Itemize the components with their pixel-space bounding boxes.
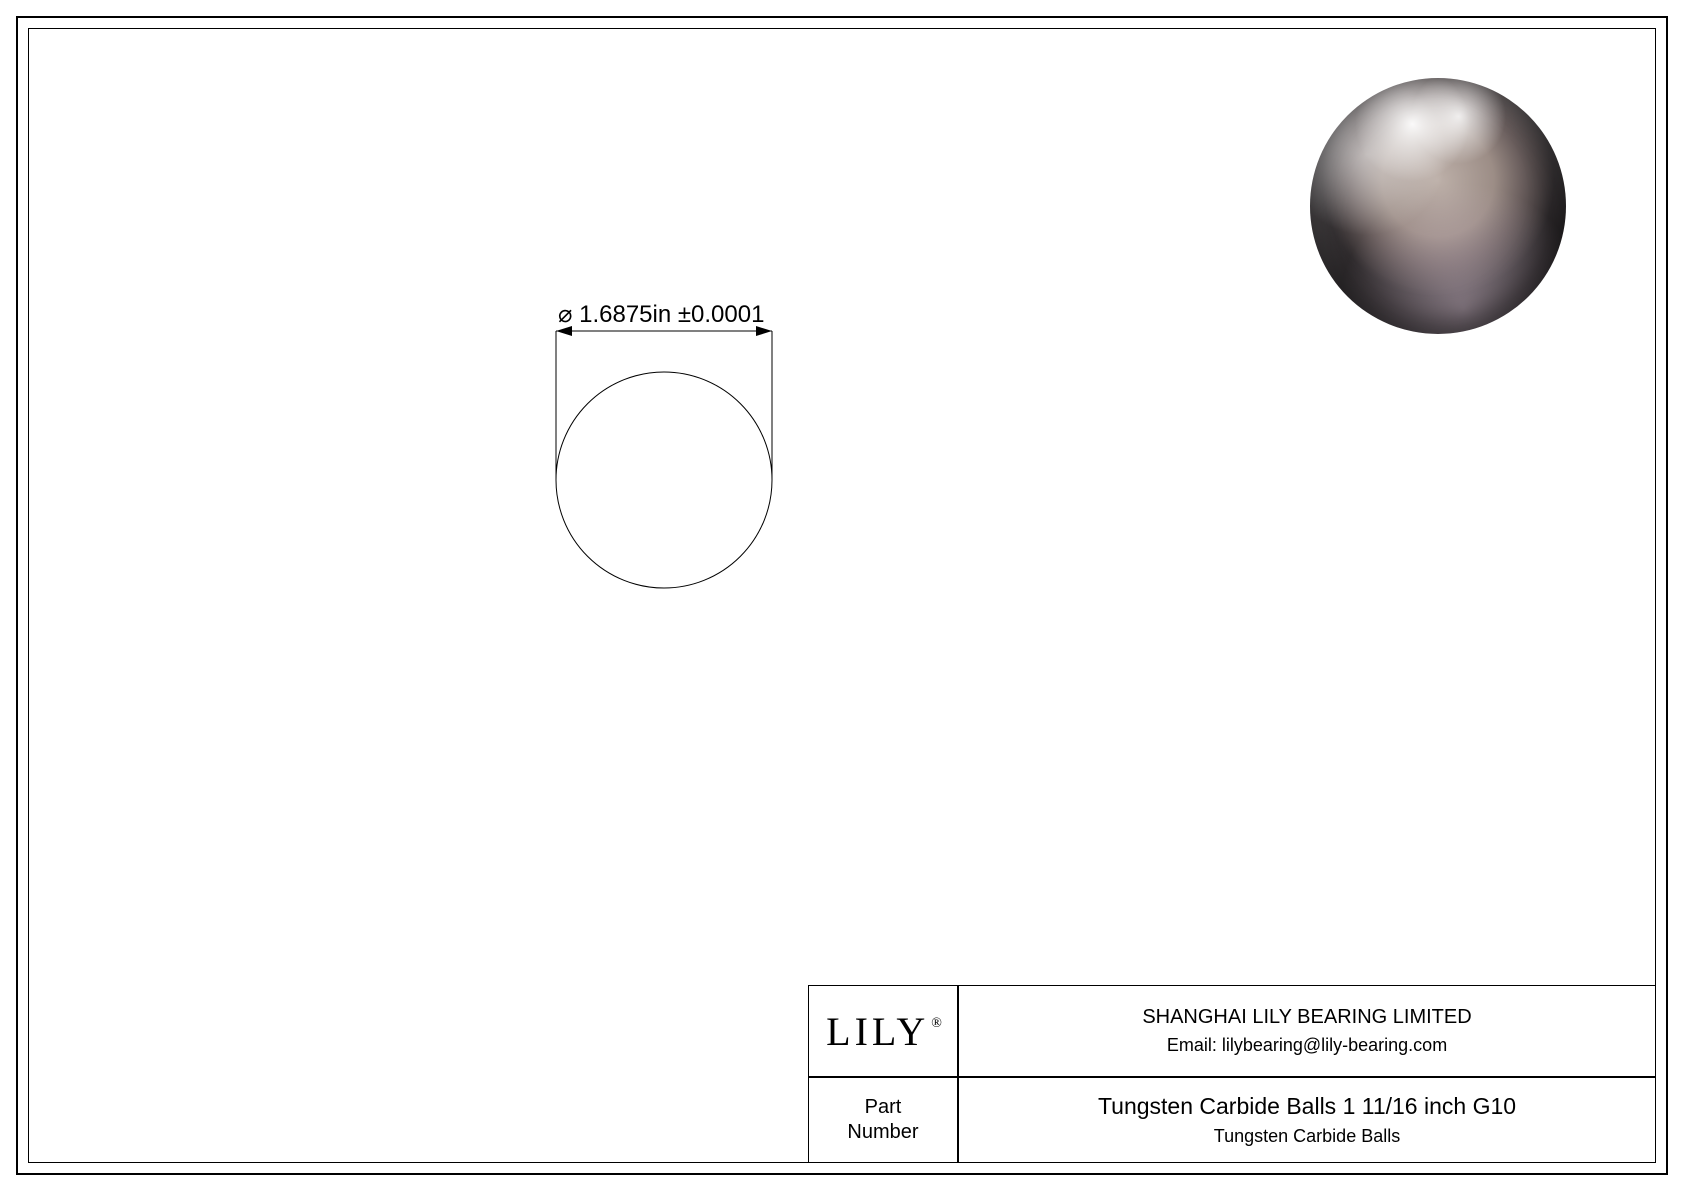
logo-cell: LILY® <box>808 985 958 1077</box>
brand-logo: LILY® <box>826 1008 940 1055</box>
dimension-label: ⌀ 1.6875in ±0.0001 <box>558 300 764 329</box>
title-block: LILY® SHANGHAI LILY BEARING LIMITED Emai… <box>808 985 1656 1163</box>
part-number-label-line1: Part <box>865 1096 902 1118</box>
company-email: Email: lilybearing@lily-bearing.com <box>1167 1035 1447 1056</box>
part-number-label-cell: Part Number <box>808 1077 958 1163</box>
part-number-label: Part Number <box>847 1095 918 1145</box>
part-subtitle: Tungsten Carbide Balls <box>1214 1126 1400 1147</box>
part-title: Tungsten Carbide Balls 1 11/16 inch G10 <box>1098 1093 1516 1120</box>
company-name: SHANGHAI LILY BEARING LIMITED <box>1142 1006 1471 1029</box>
part-number-label-line2: Number <box>847 1121 918 1143</box>
brand-logo-text: LILY <box>826 1009 929 1054</box>
registered-mark-icon: ® <box>931 1016 942 1031</box>
company-cell: SHANGHAI LILY BEARING LIMITED Email: lil… <box>958 985 1656 1077</box>
part-title-cell: Tungsten Carbide Balls 1 11/16 inch G10 … <box>958 1077 1656 1163</box>
